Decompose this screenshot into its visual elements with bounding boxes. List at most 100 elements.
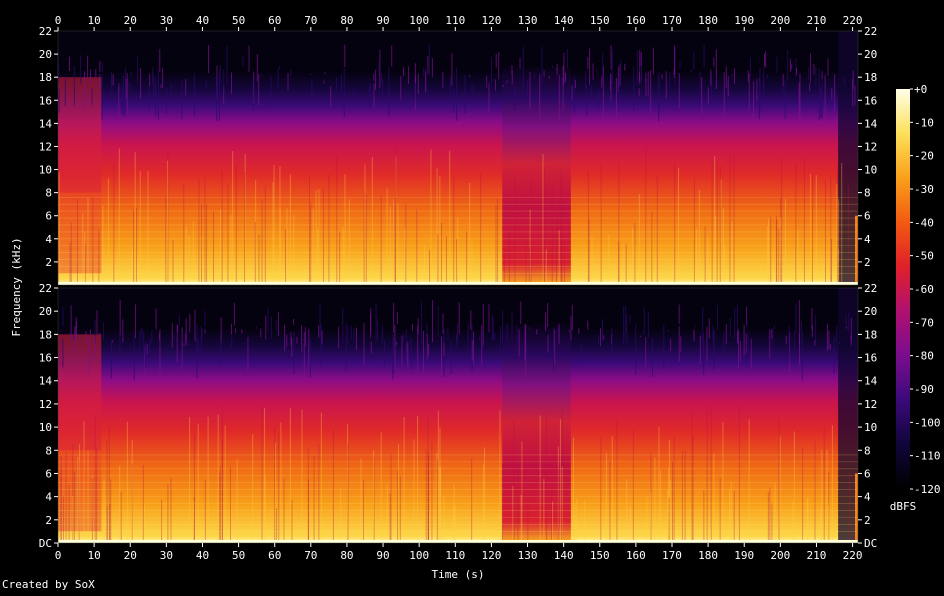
y-tick-label: 10 (39, 421, 52, 434)
x-tick-label: 20 (124, 14, 137, 27)
x-tick-label: 130 (518, 14, 538, 27)
x-tick-label: 110 (445, 549, 465, 562)
y-tick-label: 6 (45, 467, 52, 480)
x-tick-label: 80 (340, 14, 353, 27)
x-tick-label: 220 (843, 14, 863, 27)
x-tick-label: 140 (554, 549, 574, 562)
x-tick-label: 50 (232, 14, 245, 27)
y-tick-label: 12 (39, 398, 52, 411)
y-tick-label: 22 (39, 25, 52, 38)
y-tick-label: 14 (864, 117, 878, 130)
x-tick-label: 60 (268, 549, 281, 562)
y-axis-label: Frequency (kHz) (10, 237, 23, 336)
x-tick-label: 160 (626, 14, 646, 27)
x-axis-label: Time (s) (432, 568, 485, 581)
y-tick-label: 14 (864, 375, 878, 388)
y-tick-label: 18 (864, 328, 877, 341)
y-tick-label: 20 (864, 305, 877, 318)
panel-frame (57, 30, 859, 286)
x-tick-label: 10 (87, 549, 100, 562)
colorbar-tick-label: -120 (914, 483, 941, 496)
x-tick-label: 120 (481, 14, 501, 27)
y-tick-label: 20 (864, 48, 877, 61)
x-tick-label: 60 (268, 14, 281, 27)
y-tick-label: 2 (864, 256, 871, 269)
spectrogram-panel-1 (57, 30, 859, 286)
colorbar-tick-label: -80 (914, 350, 934, 363)
x-tick-label: 100 (409, 14, 429, 27)
y-tick-label: 12 (864, 398, 877, 411)
y-tick-label: DC (39, 537, 52, 550)
y-tick-label: 16 (864, 352, 877, 365)
y-tick-label: 10 (864, 164, 877, 177)
spectral-energy (58, 328, 858, 543)
colorbar-tick-label: +0 (914, 83, 927, 96)
x-tick-label: 30 (160, 14, 173, 27)
x-tick-label: 200 (770, 549, 790, 562)
outro-lowband (855, 215, 858, 285)
y-tick-label: 22 (864, 282, 877, 295)
colorbar-tick-label: -90 (914, 383, 934, 396)
y-tick-label: 4 (864, 233, 871, 246)
colorbar-tick-label: -100 (914, 416, 941, 429)
y-tick-label: 8 (864, 187, 871, 200)
x-tick-label: 70 (304, 14, 317, 27)
x-tick-label: 10 (87, 14, 100, 27)
x-tick-label: 150 (590, 549, 610, 562)
y-tick-label: 22 (39, 282, 52, 295)
x-tick-label: 70 (304, 549, 317, 562)
y-tick-label: 4 (864, 491, 871, 504)
panel-frame (57, 287, 859, 544)
x-tick-label: 120 (481, 549, 501, 562)
x-tick-label: 90 (376, 14, 389, 27)
colorbar-label: dBFS (890, 500, 917, 513)
y-tick-label: 18 (864, 71, 877, 84)
y-tick-label: 4 (45, 233, 52, 246)
colorbar-tick-label: -110 (914, 450, 941, 463)
x-tick-label: 210 (807, 549, 827, 562)
colorbar-tick-label: -60 (914, 283, 934, 296)
x-tick-label: 200 (770, 14, 790, 27)
x-tick-label: 100 (409, 549, 429, 562)
outro-region (838, 288, 858, 543)
y-tick-label: 18 (39, 328, 52, 341)
y-tick-label: 10 (39, 164, 52, 177)
y-tick-label: 6 (864, 210, 871, 223)
x-tick-label: 170 (662, 549, 682, 562)
x-tick-label: 170 (662, 14, 682, 27)
intro-lowband (58, 450, 102, 532)
x-tick-label: 190 (734, 549, 754, 562)
y-tick-label: 2 (45, 256, 52, 269)
x-tick-label: 90 (376, 549, 389, 562)
y-tick-label: 12 (864, 140, 877, 153)
sox-credit: Created by SoX (2, 578, 95, 591)
x-tick-label: 190 (734, 14, 754, 27)
x-tick-label: 150 (590, 14, 610, 27)
y-tick-label: 16 (39, 352, 52, 365)
x-tick-label: 140 (554, 14, 574, 27)
x-tick-label: 210 (807, 14, 827, 27)
x-tick-label: 160 (626, 549, 646, 562)
dc-line (58, 540, 858, 543)
quiet-section (502, 65, 571, 286)
intro-region (58, 334, 102, 451)
intro-lowband (58, 192, 102, 274)
colorbar-tick-label: -50 (914, 250, 934, 263)
intro-region (58, 77, 102, 193)
y-tick-label: 16 (864, 94, 877, 107)
y-tick-label: 8 (45, 187, 52, 200)
y-tick-label: 6 (45, 210, 52, 223)
y-tick-label: 4 (45, 491, 52, 504)
spectrogram-panel-2 (57, 287, 859, 544)
x-tick-label: 220 (843, 549, 863, 562)
x-tick-label: 40 (196, 14, 209, 27)
y-tick-label: DC (864, 537, 877, 550)
y-tick-label: 16 (39, 94, 52, 107)
x-tick-label: 20 (124, 549, 137, 562)
colorbar-tick-label: -30 (914, 183, 934, 196)
x-tick-label: 180 (698, 549, 718, 562)
y-tick-label: 14 (39, 375, 53, 388)
y-tick-label: 10 (864, 421, 877, 434)
